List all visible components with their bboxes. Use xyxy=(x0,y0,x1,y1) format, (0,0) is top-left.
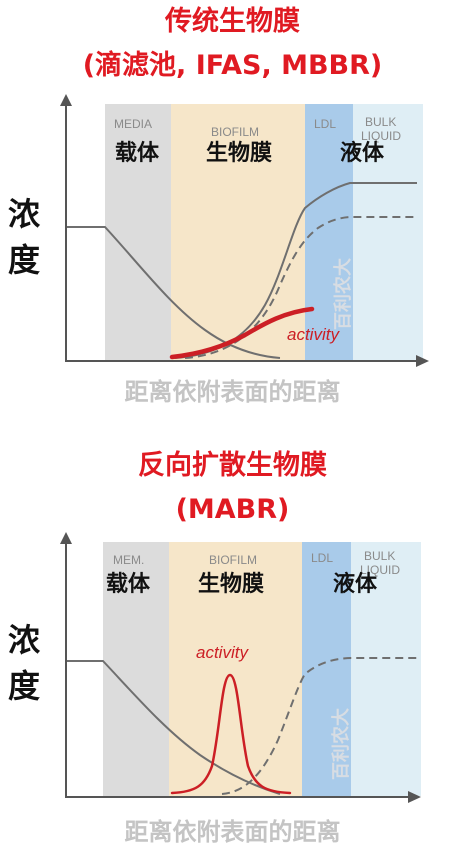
panel2-title-line1: 反向扩散生物膜 xyxy=(138,450,327,481)
panel1-substrate-profile xyxy=(66,226,281,359)
panel2-activity-curve xyxy=(170,673,292,795)
panel2-y-label-char2: 度 xyxy=(7,667,40,705)
panel2-title-line2: (MABR) xyxy=(175,494,290,525)
panel2-bulk-cn-label: 液体 xyxy=(333,571,378,597)
panel2-bulk-en-label-1: BULK xyxy=(364,549,395,563)
panel1-bulk-en-label-2: LIQUID xyxy=(361,129,401,143)
panel2-biofilm-en-label: BIOFILM xyxy=(209,553,257,567)
panel1-media-en-label: MEDIA xyxy=(114,117,152,131)
panel1-activity-curve xyxy=(169,306,315,360)
panel1-x-label: 距离依附表面的距离 xyxy=(124,378,341,406)
panel2-diagram: 百利农大 MEM. 载体 BIOFILM 生物膜 LDL BULK LIQUID… xyxy=(60,532,421,803)
panel2-x-axis-arrow xyxy=(408,791,421,803)
panel1-biofilm-en-label: BIOFILM xyxy=(211,125,259,139)
panel2-media-zone xyxy=(103,542,169,796)
panel2-x-label: 距离依附表面的距离 xyxy=(124,818,341,846)
panel2-y-axis-arrow xyxy=(60,532,72,544)
panel2-biofilm-cn-label: 生物膜 xyxy=(198,571,264,597)
panel1-media-cn-label: 载体 xyxy=(115,140,160,166)
panel2-media-cn-label: 载体 xyxy=(106,571,151,597)
panel1-y-axis-arrow xyxy=(60,94,72,106)
panel1-dashed-profile xyxy=(184,216,417,359)
panel2-biofilm-zone xyxy=(169,542,302,796)
panel1-title-line1: 传统生物膜 xyxy=(165,6,300,37)
panel2-watermark: 百利农大 xyxy=(330,708,352,780)
panel1-bulk-zone xyxy=(353,104,423,360)
panel2-substrate-profile xyxy=(66,660,281,795)
panel1-ldl-en-label: LDL xyxy=(314,117,336,131)
panel1-biofilm-cn-label: 生物膜 xyxy=(206,140,272,166)
panel2-dashed-profile xyxy=(221,657,417,795)
panel1-diagram: 百利农大 MEDIA 载体 BIOFILM 生物膜 LDL BULK LIQUI… xyxy=(60,94,429,367)
panel1-activity-label: activity xyxy=(287,325,340,344)
panel2-bulk-en-label-2: LIQUID xyxy=(360,563,400,577)
panel1-y-label-char2: 度 xyxy=(7,241,40,279)
panel2-ldl-en-label: LDL xyxy=(311,551,333,565)
panel1-media-zone xyxy=(105,104,171,360)
panel2-bulk-zone xyxy=(351,542,421,796)
panel1-watermark: 百利农大 xyxy=(332,258,354,330)
panel2-media-en-label: MEM. xyxy=(113,553,144,567)
panel1-title-line2: (滴滤池, IFAS, MBBR) xyxy=(82,50,383,81)
panel2-activity-label: activity xyxy=(196,643,249,662)
panel2-y-label-char1: 浓 xyxy=(7,621,40,659)
panel1-bulk-cn-label: 液体 xyxy=(340,140,385,166)
panel1-x-axis-arrow xyxy=(416,355,429,367)
panel1-bulk-en-label-1: BULK xyxy=(365,115,396,129)
panel1-y-label-char1: 浓 xyxy=(7,195,40,233)
